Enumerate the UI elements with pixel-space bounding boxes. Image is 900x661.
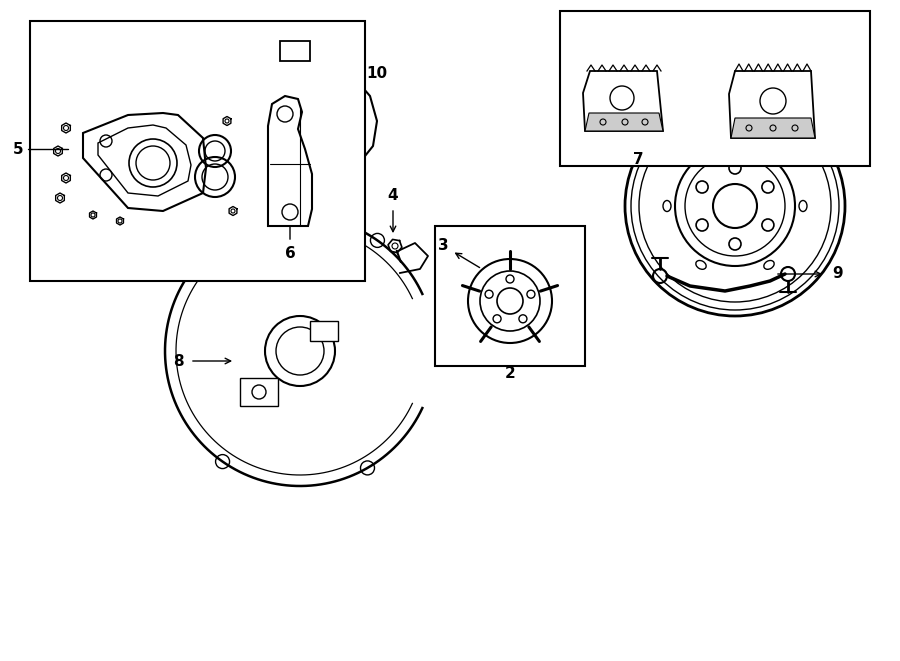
Text: 4: 4 (388, 188, 399, 204)
Text: 5: 5 (13, 141, 23, 157)
Text: 6: 6 (284, 247, 295, 262)
FancyBboxPatch shape (280, 41, 310, 61)
FancyBboxPatch shape (310, 321, 338, 341)
Text: 1: 1 (722, 48, 733, 63)
Polygon shape (268, 96, 312, 226)
FancyBboxPatch shape (30, 21, 365, 281)
Polygon shape (98, 125, 191, 196)
Polygon shape (729, 71, 815, 138)
Text: 3: 3 (437, 237, 448, 253)
Polygon shape (731, 118, 815, 138)
FancyBboxPatch shape (240, 378, 278, 406)
FancyBboxPatch shape (560, 11, 870, 166)
Polygon shape (585, 113, 663, 131)
Polygon shape (583, 71, 663, 131)
Text: 9: 9 (832, 266, 843, 282)
FancyBboxPatch shape (435, 226, 585, 366)
Text: 8: 8 (173, 354, 184, 368)
Polygon shape (83, 113, 206, 211)
Text: 7: 7 (633, 151, 643, 167)
Text: 2: 2 (505, 366, 516, 381)
Text: 10: 10 (366, 65, 388, 81)
